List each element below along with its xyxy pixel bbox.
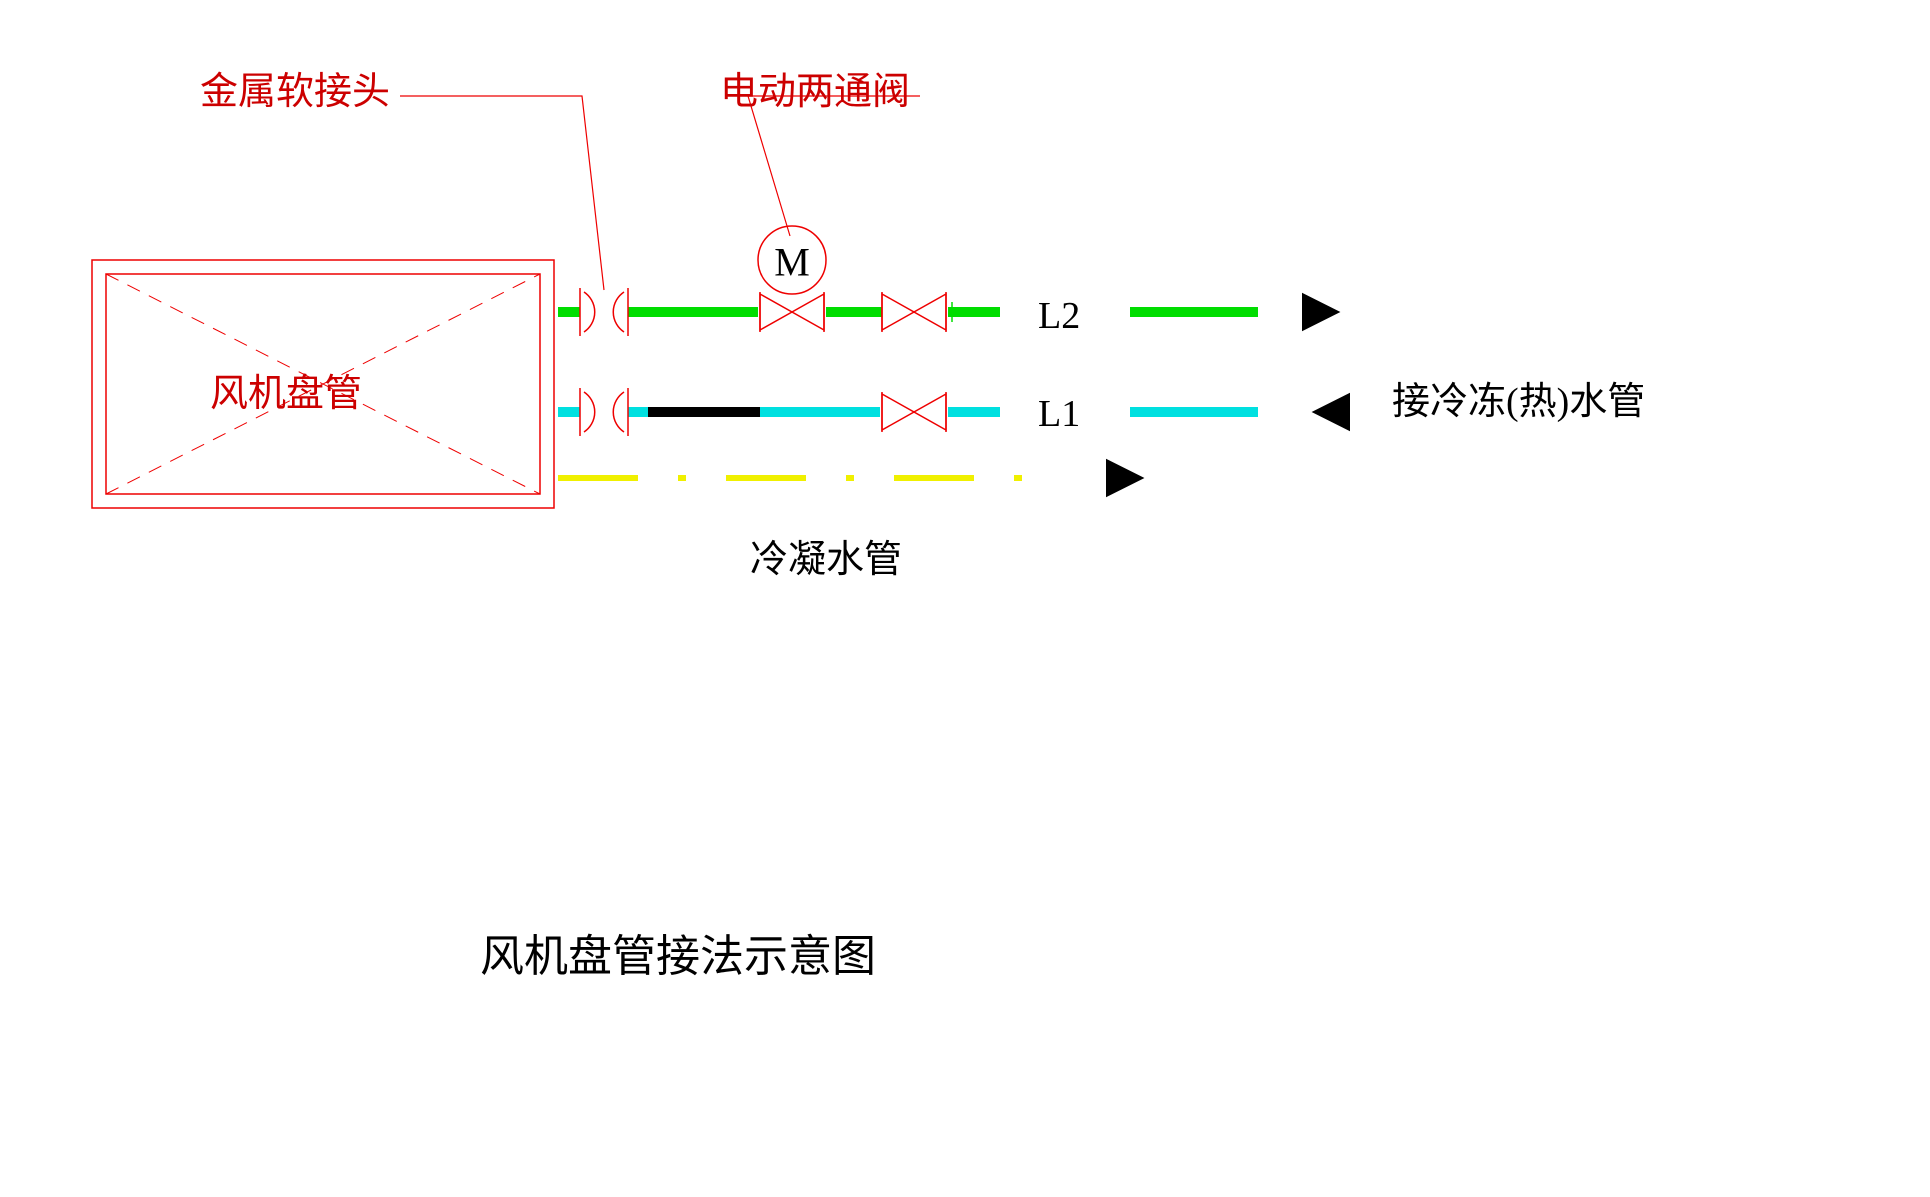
arrow-l1 [1312,393,1350,431]
arrow-condensate [1106,459,1144,497]
label-condensate: 冷凝水管 [750,528,902,583]
motor-symbol: M [758,226,826,294]
flex-joint-l1 [580,388,628,436]
leader-flex-joint [400,96,604,290]
label-flex-joint: 金属软接头 [200,60,390,115]
diagram-title: 风机盘管接法示意图 [480,920,876,984]
valves-l1 [882,392,946,432]
leader-motor-valve [748,96,920,236]
flex-joint-l2 [580,288,628,336]
label-l1: L1 [1038,392,1080,436]
label-motor-valve: 电动两通阀 [720,60,910,115]
label-l2: L2 [1038,294,1080,338]
label-right-connection: 接冷冻(热)水管 [1392,370,1645,425]
arrow-l2 [1302,293,1340,331]
label-fan-coil: 风机盘管 [210,362,362,417]
svg-text:M: M [774,240,810,285]
diagram-svg: M [0,0,1930,1197]
